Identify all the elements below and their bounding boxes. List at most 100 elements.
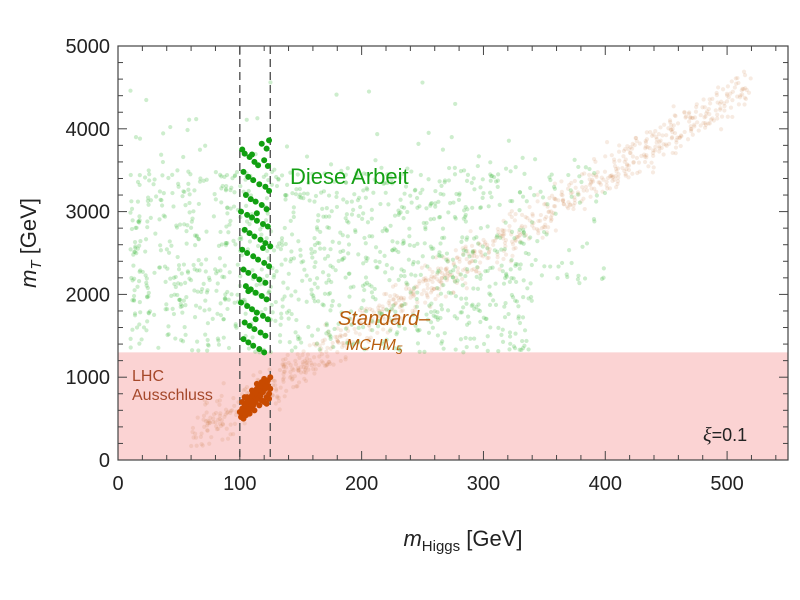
green-light-point [255,243,261,249]
orange-light-point [710,96,715,101]
orange-light-point [609,153,614,158]
orange-light-point [335,339,340,344]
orange-light-point [497,233,502,238]
green-light-point [310,333,315,338]
green-light-point [176,181,181,186]
orange-light-point [668,120,673,125]
orange-light-point [643,140,649,145]
orange-light-point [492,238,497,244]
green-light-point [170,306,175,311]
orange-light-point [343,355,348,360]
green-light-point [418,272,423,277]
orange-light-point [219,418,224,423]
green-light-point [374,265,379,270]
orange-light-point [330,344,335,349]
green-light-point [164,247,169,252]
orange-light-point [451,290,456,295]
green-light-point [158,243,163,248]
green-light-point [195,339,200,344]
orange-light-point [273,401,278,406]
orange-light-point [411,294,416,299]
green-light-point [161,131,166,136]
green-light-point [250,268,255,273]
green-light-point [438,191,443,197]
green-light-point [556,264,561,269]
green-light-point [501,281,507,286]
orange-light-point [423,263,428,268]
orange-light-point [613,166,619,172]
green-light-point [415,241,420,246]
green-light-point [440,339,445,344]
orange-light-point [435,277,440,282]
green-light-point [379,311,384,316]
orange-light-point [207,441,212,446]
green-light-point [130,278,135,283]
orange-light-point [594,189,599,194]
orange-light-point [739,88,744,93]
orange-light-point [290,366,295,371]
orange-light-point [715,112,720,117]
green-light-point [594,199,599,204]
orange-light-point [207,419,212,424]
orange-light-point [431,286,437,292]
green-light-point [384,262,389,268]
green-light-point [472,236,477,241]
green-light-point [223,241,228,246]
green-dark-point [242,283,249,290]
green-light-point [258,282,263,287]
green-light-point [250,335,255,340]
green-light-point [400,172,405,177]
orange-light-point [688,124,693,129]
orange-light-point [501,256,506,262]
green-light-point [362,287,367,293]
green-light-point [383,270,388,275]
orange-light-point [398,295,404,300]
orange-light-point [595,170,600,175]
green-light-point [351,284,356,289]
orange-light-point [305,363,310,368]
green-light-point [132,249,137,254]
orange-light-point [501,233,506,238]
green-light-point [270,310,275,315]
green-light-point [383,190,388,195]
orange-light-point [423,276,428,281]
annotation-diese-arbeit: Diese Arbeit [290,164,409,189]
green-light-point [443,276,448,281]
green-light-point [166,250,172,255]
orange-light-point [378,313,383,319]
orange-light-point [359,320,364,325]
orange-light-point [321,341,326,346]
green-light-point [474,344,479,350]
green-light-point [312,264,317,270]
orange-light-point [244,390,249,396]
green-light-point [322,246,327,251]
orange-light-point [313,343,318,348]
orange-light-point [218,423,224,429]
green-light-point [146,202,151,207]
green-light-point [470,250,475,255]
orange-light-point [551,210,556,216]
orange-light-point [217,421,222,426]
green-light-point [528,235,533,240]
green-light-point [353,228,358,233]
orange-light-point [579,172,585,177]
green-light-point [428,309,434,315]
green-light-point [203,257,209,262]
orange-light-point [724,91,729,96]
orange-light-point [604,140,610,145]
orange-light-point [714,90,719,96]
orange-light-point [428,304,433,309]
orange-light-point [621,154,626,159]
plot-frame [117,45,789,461]
green-light-point [390,248,395,253]
orange-light-point [737,95,743,100]
green-dark-point [257,236,264,243]
orange-light-point [369,320,374,325]
green-light-point [532,192,537,198]
green-light-point [231,238,236,243]
orange-light-point [507,224,512,229]
green-light-point [175,292,180,298]
green-light-point [575,277,581,282]
green-light-point [409,272,414,277]
green-light-point [414,296,419,302]
